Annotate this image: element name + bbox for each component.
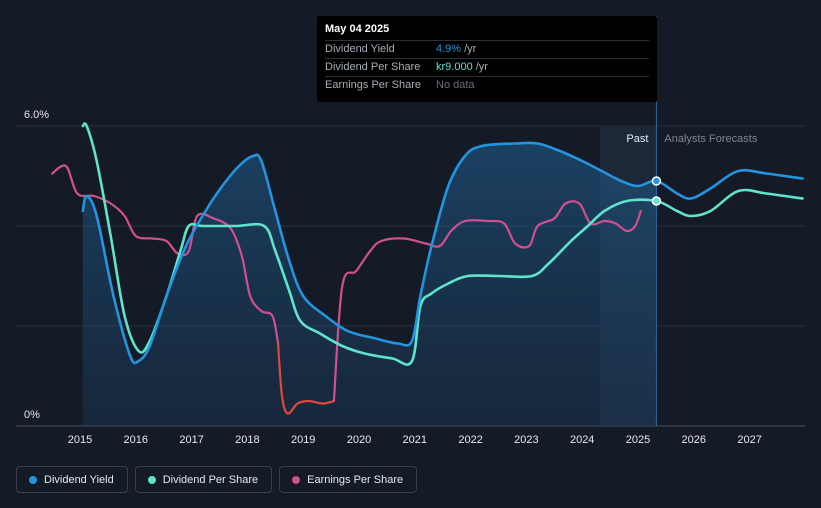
x-tick-label: 2023 [514, 434, 538, 446]
tooltip-label: Earnings Per Share [325, 79, 421, 91]
x-tick-label: 2019 [291, 434, 315, 446]
x-tick-label: 2027 [737, 434, 761, 446]
x-tick-label: 2015 [68, 434, 92, 446]
x-tick-label: 2016 [124, 434, 148, 446]
earnings-per-share-line [51, 164, 280, 345]
earnings-per-share-line [277, 342, 335, 415]
tooltip-label: Dividend Yield [325, 43, 395, 55]
tooltip: May 04 2025 Dividend Yield 4.9% /yr Divi… [317, 16, 657, 102]
past-section-label: Past [626, 133, 648, 145]
dividend-yield-area [82, 142, 657, 426]
tooltip-value: 4.9% [436, 43, 462, 55]
tooltip-value: No data [436, 79, 475, 91]
legend-label: Dividend Yield [44, 473, 114, 486]
legend-item-dividend-per-share[interactable]: Dividend Per Share [134, 466, 273, 493]
legend-label: Earnings Per Share [307, 473, 404, 486]
x-tick-label: 2026 [682, 434, 706, 446]
legend-item-dividend-yield[interactable]: Dividend Yield [16, 466, 128, 493]
tooltip-date: May 04 2025 [325, 23, 390, 35]
tooltip-row-dividend-per-share: Dividend Per Share kr9.000 /yr [325, 58, 649, 76]
x-tick-label: 2017 [179, 434, 203, 446]
dividend-yield-line [81, 141, 804, 365]
tooltip-label: Dividend Per Share [325, 61, 421, 73]
tooltip-unit: /yr [464, 43, 477, 55]
legend-item-earnings-per-share[interactable]: Earnings Per Share [279, 466, 418, 493]
x-tick-label: 2024 [570, 434, 594, 446]
legend-dot-icon [292, 475, 301, 484]
legend: Dividend Yield Dividend Per Share Earnin… [16, 466, 418, 493]
tooltip-unit: /yr [475, 61, 488, 73]
legend-dot-icon [147, 475, 156, 484]
x-tick-label: 2022 [458, 434, 482, 446]
earnings-per-share-line [332, 200, 642, 403]
legend-dot-icon [29, 475, 37, 484]
forecast-section-label: Analysts Forecasts [664, 133, 757, 145]
legend-label: Dividend Per Share [162, 473, 259, 486]
x-tick-label: 2020 [347, 434, 371, 446]
x-tick-label: 2025 [626, 434, 650, 446]
dividend-per-share-marker [651, 196, 662, 206]
y-axis-bottom-label: 0% [24, 409, 40, 421]
tooltip-row-dividend-yield: Dividend Yield 4.9% /yr [325, 40, 649, 58]
x-tick-label: 2018 [235, 434, 259, 446]
dividend-yield-marker [651, 176, 662, 186]
tooltip-row-earnings-per-share: Earnings Per Share No data [325, 76, 649, 94]
y-axis-top-label: 6.0% [24, 109, 49, 121]
dividend-per-share-line [81, 122, 804, 366]
x-tick-label: 2021 [403, 434, 427, 446]
tooltip-value: kr9.000 [436, 61, 473, 73]
